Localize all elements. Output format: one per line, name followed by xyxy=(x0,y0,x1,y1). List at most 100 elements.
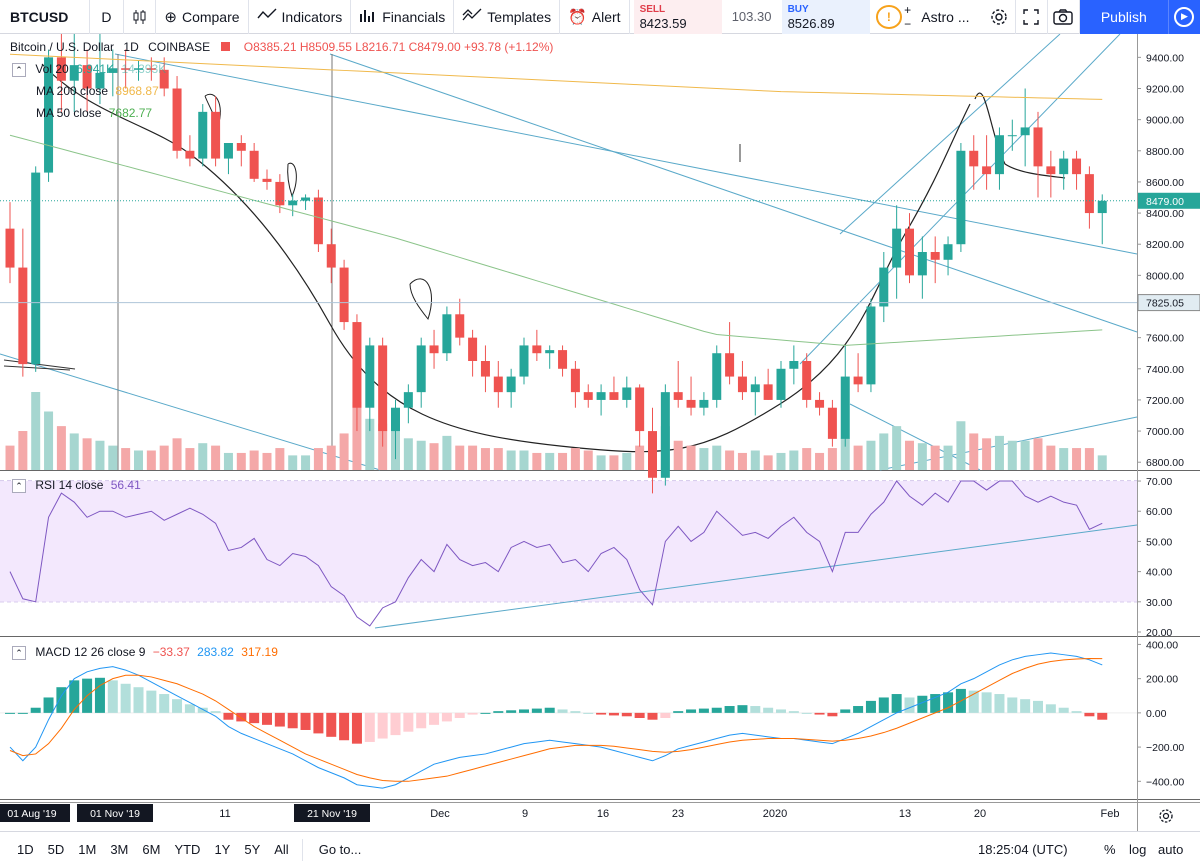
goto-button[interactable]: Go to... xyxy=(318,842,362,857)
candle-body xyxy=(108,68,118,73)
candle-body xyxy=(198,111,208,159)
candle-body xyxy=(391,407,400,432)
macd-signal-value: 283.82 xyxy=(197,645,234,659)
macd-histogram-bar xyxy=(197,707,208,713)
collapse-icon[interactable]: ⌃ xyxy=(12,62,26,77)
macd-histogram-bar xyxy=(480,712,491,714)
indicators-label: Indicators xyxy=(281,8,343,25)
candle-body xyxy=(18,267,28,365)
minus-icon[interactable]: − xyxy=(904,16,912,31)
hand-drawn-line xyxy=(3,359,76,370)
financials-button[interactable]: Financials xyxy=(351,0,455,34)
fullscreen-button[interactable] xyxy=(1016,0,1048,34)
macd-histogram-bar xyxy=(544,707,555,713)
macd-histogram-bar xyxy=(1084,712,1095,717)
settings-button[interactable] xyxy=(984,0,1016,34)
volume-bar xyxy=(879,433,889,470)
volume-bar xyxy=(815,452,825,470)
publish-button[interactable]: Publish xyxy=(1079,0,1168,34)
templates-button[interactable]: Templates xyxy=(454,0,561,34)
volume-bar xyxy=(1072,448,1082,470)
percent-toggle[interactable]: % xyxy=(1104,842,1116,857)
time-axis-date-badge xyxy=(77,804,153,822)
candle-body xyxy=(493,376,503,393)
symbol-search[interactable]: BTCUSD xyxy=(0,0,90,34)
range-button-5d[interactable]: 5D xyxy=(47,842,65,857)
interval-button[interactable]: D xyxy=(90,0,125,34)
log-toggle[interactable]: log xyxy=(1129,842,1147,857)
buy-button[interactable]: BUY 8526.89 xyxy=(781,0,870,34)
volume-bar xyxy=(905,440,914,470)
macd-histogram-bar xyxy=(377,712,388,739)
macd-histogram-bar xyxy=(416,712,427,729)
macd-histogram-bar xyxy=(313,712,324,734)
range-button-1d[interactable]: 1D xyxy=(17,842,34,857)
macd-tick-label: −400.00 xyxy=(1146,776,1184,788)
candle-body xyxy=(1007,135,1017,137)
candle-body xyxy=(583,392,593,400)
auto-toggle[interactable]: auto xyxy=(1158,842,1184,857)
moving-averages xyxy=(9,53,1103,346)
macd-histogram-bar xyxy=(493,711,504,713)
macd-histogram-bar xyxy=(943,692,954,713)
macd-histogram-bar xyxy=(429,712,440,725)
candle-body xyxy=(82,65,92,89)
macd-histogram-bar xyxy=(698,708,709,713)
quantity-stepper[interactable]: + − xyxy=(904,3,917,31)
range-button-ytd[interactable]: YTD xyxy=(174,842,201,857)
alert-button[interactable]: ⏰ Alert xyxy=(560,0,630,34)
indicators-button[interactable]: Indicators xyxy=(249,0,352,34)
macd-histogram-bar xyxy=(763,707,774,713)
volume-bar xyxy=(956,421,966,470)
candle-body xyxy=(44,57,54,173)
range-button-all[interactable]: All xyxy=(274,842,289,857)
macd-label: MACD 12 26 close 9 xyxy=(35,645,146,659)
collapse-icon[interactable]: ⌃ xyxy=(12,478,26,493)
compare-button[interactable]: ⊕ Compare xyxy=(156,0,249,34)
volume-bar xyxy=(159,445,169,470)
macd-histogram-bar xyxy=(750,706,761,713)
candle-body xyxy=(827,407,837,439)
candle-body xyxy=(249,150,259,179)
volume-bar xyxy=(365,418,375,470)
candle-body xyxy=(570,368,580,393)
range-button-1m[interactable]: 1M xyxy=(78,842,97,857)
macd-histogram-bar xyxy=(43,697,54,713)
plus-icon[interactable]: + xyxy=(904,2,912,17)
range-button-1y[interactable]: 1Y xyxy=(214,842,231,857)
range-button-5y[interactable]: 5Y xyxy=(244,842,261,857)
macd-histogram-bar xyxy=(686,709,697,713)
volume-bar xyxy=(95,440,105,470)
collapse-icon[interactable]: ⌃ xyxy=(12,645,26,660)
price-tick-label: 8400.00 xyxy=(1146,208,1184,220)
candle-body xyxy=(982,166,992,175)
rsi-band xyxy=(0,481,1137,602)
macd-histogram-bar xyxy=(223,712,234,720)
rsi-value: 56.41 xyxy=(110,478,141,492)
macd-histogram-bar xyxy=(827,712,838,717)
volume-bar xyxy=(699,448,709,470)
price-tick-label: 8600.00 xyxy=(1146,177,1184,189)
volume-bar xyxy=(1033,438,1043,470)
warning-icon[interactable]: ! xyxy=(875,4,903,29)
volume-bar xyxy=(853,445,863,470)
candle-body xyxy=(185,150,195,159)
publish-menu-button[interactable]: ▶ xyxy=(1167,0,1200,34)
plus-circle-icon: ⊕ xyxy=(164,8,177,26)
chart-type-button[interactable] xyxy=(124,0,157,34)
layout-name[interactable]: Astro ... xyxy=(921,8,970,25)
volume-bar xyxy=(262,452,272,470)
snapshot-button[interactable] xyxy=(1048,0,1080,34)
fullscreen-icon xyxy=(1023,8,1039,25)
sell-button[interactable]: SELL 8423.59 xyxy=(633,0,722,34)
last-price-badge xyxy=(1138,192,1200,209)
last-price-label: 8479.00 xyxy=(1146,196,1184,208)
range-button-6m[interactable]: 6M xyxy=(142,842,161,857)
candle-body xyxy=(5,228,15,268)
chart-canvas[interactable]: 9400.009200.009000.008800.008600.008400.… xyxy=(0,34,1200,831)
range-button-3m[interactable]: 3M xyxy=(110,842,129,857)
volume-bar xyxy=(994,435,1004,470)
macd-histogram-bar xyxy=(776,709,786,713)
macd-histogram-bar xyxy=(467,712,478,715)
macd-series xyxy=(0,652,1137,789)
